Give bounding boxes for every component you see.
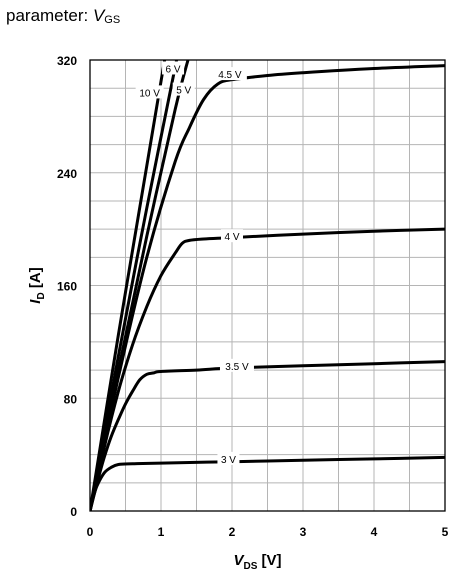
x-axis-subscript: DS: [243, 561, 257, 572]
y-tick-label: 320: [57, 54, 77, 68]
curve-labels: 3 V 3.5 V 4 V 4.5 V 5 V 6 V 10 V: [135, 61, 254, 466]
curve-vgs-3-5v: [90, 360, 445, 511]
y-axis-title: ID [A]: [27, 267, 47, 303]
curve-vgs-4-5v: [90, 64, 445, 511]
curve-label-bg: [172, 82, 195, 96]
y-tick-label: 240: [57, 167, 77, 181]
curve-label-bg: [212, 67, 247, 81]
curve-label-vgs-5v: 5 V: [176, 86, 191, 97]
curve-label-vgs-3-5v: 3.5 V: [225, 362, 249, 373]
curve-vgs-5v: [90, 60, 190, 511]
curve-vgs-4v: [90, 227, 445, 511]
caption-subscript: GS: [104, 14, 121, 26]
curve-label-bg: [162, 61, 185, 75]
curve-label-bg: [219, 358, 254, 372]
y-tick-label: 0: [70, 505, 77, 519]
y-axis-symbol: I: [27, 299, 44, 304]
curve-vgs-10v: [90, 60, 167, 511]
grid: [90, 59, 446, 511]
y-tick-label: 160: [57, 280, 77, 294]
tick-labels: 0 1 2 3 4 5 0 80 160 240 320: [57, 54, 449, 539]
x-tick-label: 0: [87, 525, 94, 539]
x-tick-label: 2: [229, 525, 236, 539]
curve-label-bg: [135, 85, 164, 99]
curve-label-vgs-10v: 10 V: [139, 88, 160, 99]
y-axis-subscript: D: [36, 292, 47, 299]
y-axis-unit: [A]: [27, 267, 44, 292]
caption-symbol: V: [92, 6, 105, 25]
x-tick-label: 4: [371, 525, 378, 539]
curve-label-bg: [221, 229, 243, 243]
curve-label-vgs-3v: 3 V: [221, 455, 236, 466]
curves: [90, 60, 445, 511]
x-axis-title: VDS [V]: [233, 552, 281, 572]
x-tick-label: 5: [442, 525, 449, 539]
y-tick-label: 80: [64, 392, 78, 406]
x-axis-unit: [V]: [257, 552, 281, 569]
caption-prefix: parameter:: [6, 6, 93, 25]
chart-caption: parameter: VGS: [6, 6, 120, 26]
curve-label-vgs-4-5v: 4.5 V: [218, 70, 242, 81]
curve-label-vgs-6v: 6 V: [166, 64, 181, 75]
x-tick-label: 3: [300, 525, 307, 539]
x-tick-label: 1: [158, 525, 165, 539]
curve-label-bg: [217, 451, 240, 465]
curve-label-vgs-4v: 4 V: [224, 232, 239, 243]
x-axis-symbol: V: [233, 552, 245, 569]
plot-frame: [89, 59, 446, 512]
